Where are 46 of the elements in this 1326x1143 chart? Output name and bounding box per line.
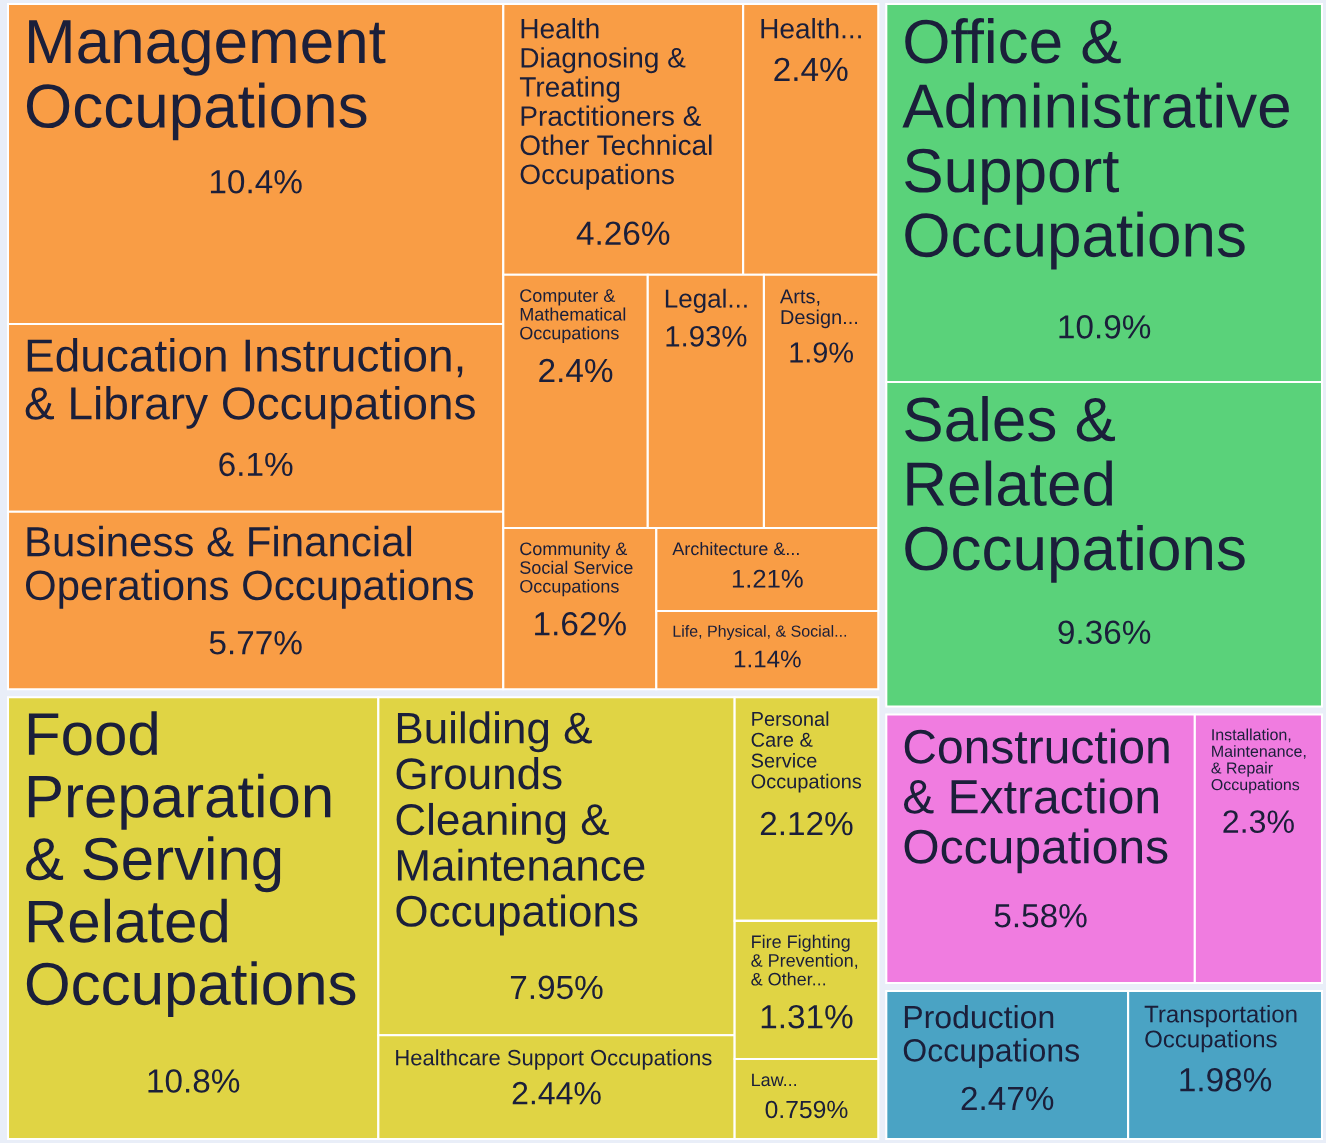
data-label: 1.93% — [666, 325, 747, 347]
category-label: Law... — [752, 1073, 797, 1087]
data-label: 10.8% — [148, 1069, 240, 1093]
data-label: 2.3% — [1223, 810, 1294, 834]
data-label: 2.4% — [774, 57, 848, 82]
data-label: 1.62% — [535, 612, 626, 636]
category-label: Sales & Related Occupations — [905, 395, 1245, 583]
category-label: Construction & Extraction Occupations — [903, 728, 1169, 874]
data-label: 7.95% — [510, 975, 603, 1000]
category-label: Installation, Maintenance, & Repair Occupations — [1211, 728, 1306, 794]
category-label: Life, Physical, & Social... — [673, 625, 847, 640]
category-label: Architecture &... — [672, 541, 799, 556]
category-label: Office & Administrative Support Occupations — [902, 18, 1289, 270]
data-label: 1.14% — [734, 650, 801, 668]
data-label: 4.26% — [576, 221, 670, 246]
category-label: Community & Social Service Occupations — [520, 541, 633, 597]
data-label: 1.31% — [761, 1004, 853, 1029]
data-label: 1.21% — [732, 569, 803, 588]
data-label: 10.4% — [210, 169, 302, 194]
data-label: 2.47% — [961, 1086, 1054, 1111]
data-label: 6.1% — [219, 452, 293, 477]
category-label: Management Occupations — [26, 20, 386, 141]
data-label: 1.9% — [790, 342, 853, 363]
data-label: 2.12% — [760, 811, 853, 836]
data-label: 9.36% — [1058, 620, 1151, 645]
category-label: Food Preparation & Serving Related Occupations — [26, 711, 356, 1018]
category-label: Building & Grounds Cleaning & Maintenance Occupations — [396, 711, 645, 936]
category-label: Healthcare Support Occupations — [396, 1049, 712, 1070]
category-label: Business & Financial Operations Occupations — [25, 525, 474, 609]
category-label: Health Diagnosing & Treating Practitioners & Other Technical Occupations — [519, 18, 712, 190]
category-label: Education Instruction, & Library Occupations — [25, 338, 475, 429]
category-label: Legal... — [665, 288, 747, 313]
category-label: Production Occupations — [903, 1004, 1080, 1069]
category-label: Computer & Mathematical Occupations — [520, 289, 626, 343]
data-label: 1.98% — [1180, 1067, 1272, 1092]
data-label: 10.9% — [1059, 315, 1151, 339]
data-label: 5.58% — [994, 903, 1087, 928]
category-label: Arts, Design... — [779, 289, 858, 329]
category-label: Fire Fighting & Prevention, & Other... — [751, 934, 858, 986]
category-label: Personal Care & Service Occupations — [751, 711, 862, 793]
data-label: 2.44% — [512, 1081, 601, 1105]
data-label: 2.4% — [539, 358, 613, 383]
category-label: Health... — [761, 18, 861, 39]
data-label: 5.77% — [209, 631, 302, 655]
category-label: Transportation Occupations — [1144, 1004, 1297, 1053]
data-label: 0.759% — [765, 1100, 848, 1119]
